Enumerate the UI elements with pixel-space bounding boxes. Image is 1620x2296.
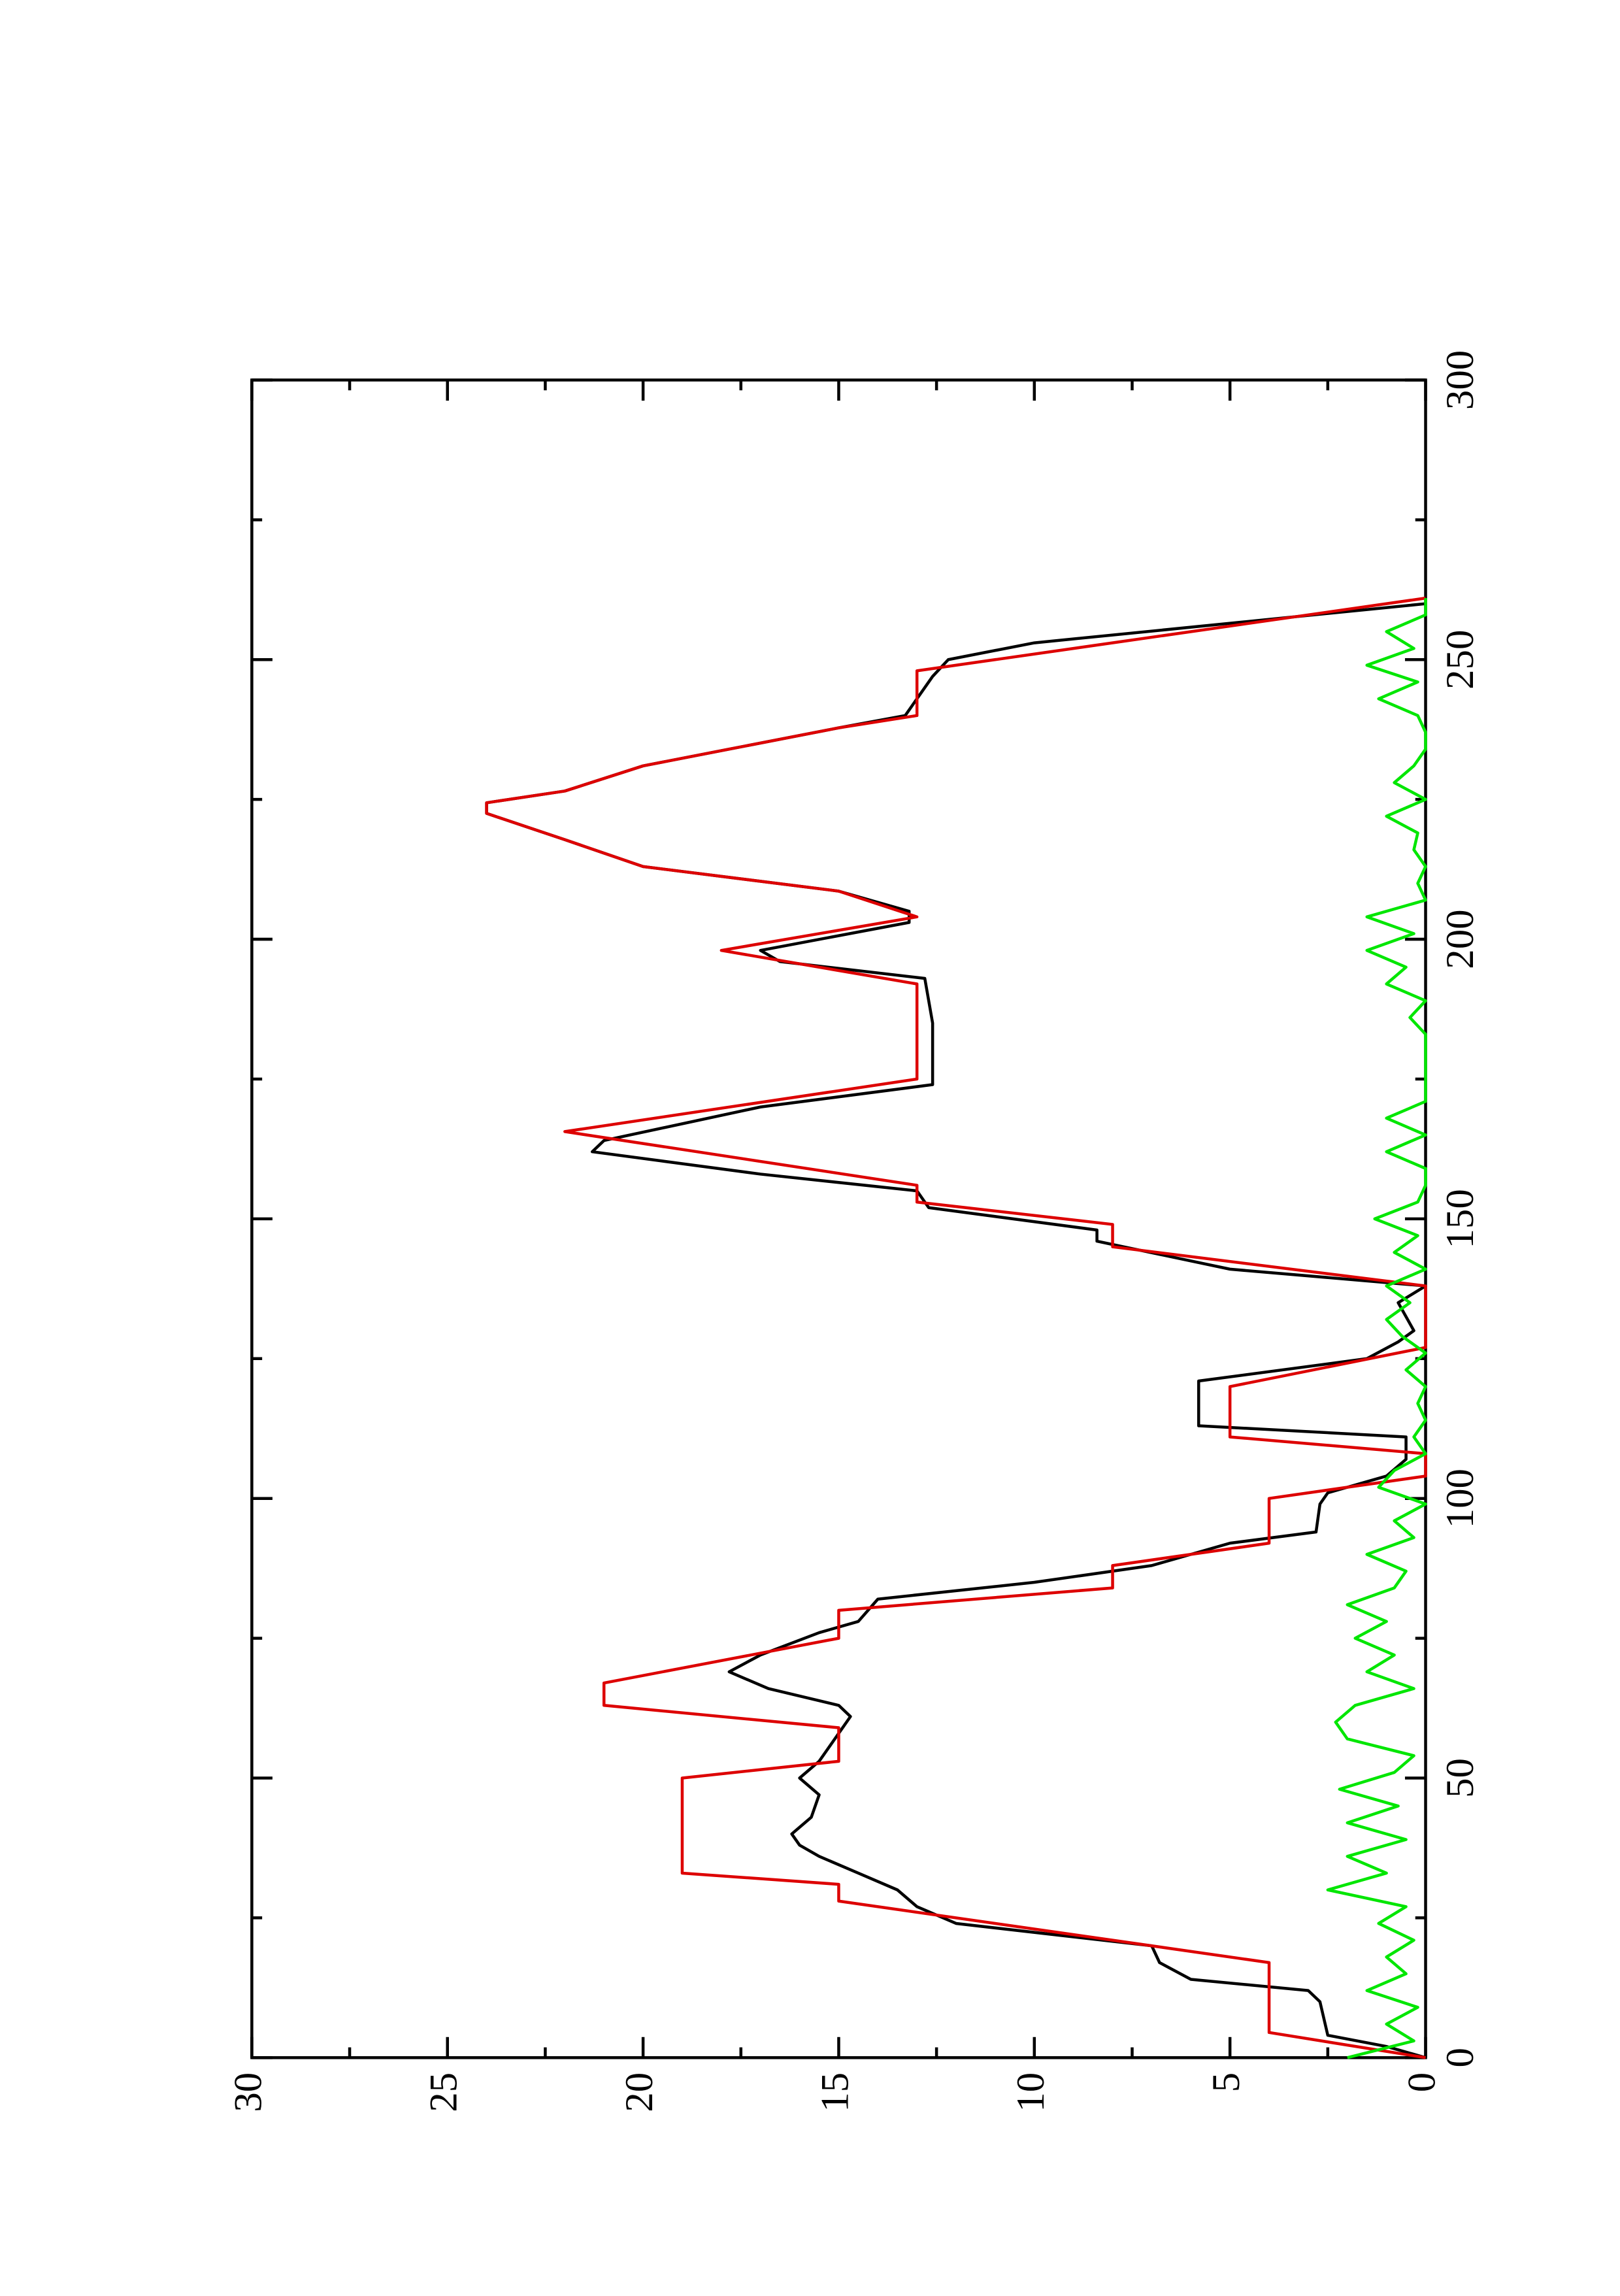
y-tick-label: 20 bbox=[618, 2072, 661, 2112]
x-tick-label: 200 bbox=[1438, 909, 1482, 969]
y-tick-label: 10 bbox=[1009, 2072, 1053, 2112]
y-tick-label: 25 bbox=[422, 2072, 466, 2112]
series-line bbox=[485, 602, 1427, 2059]
series-line bbox=[485, 596, 1427, 2059]
x-tick-label: 250 bbox=[1438, 630, 1482, 690]
y-tick-label: 15 bbox=[813, 2072, 857, 2112]
x-tick-label: 50 bbox=[1438, 1758, 1482, 1798]
y-tick-label: 30 bbox=[226, 2072, 270, 2112]
plot-area: 0 50 100 150 200 250 300 0 5 10 15 20 25 30 bbox=[226, 350, 1482, 2112]
x-tick-label: 0 bbox=[1438, 2048, 1482, 2067]
x-tick-label: 300 bbox=[1438, 350, 1482, 410]
x-tick-label: 100 bbox=[1438, 1469, 1482, 1528]
y-tick-label: 0 bbox=[1400, 2072, 1444, 2092]
series-line bbox=[1326, 598, 1427, 2059]
y-tick-label: 5 bbox=[1204, 2072, 1248, 2092]
plot-frame bbox=[250, 378, 1427, 2059]
x-tick-label: 150 bbox=[1438, 1189, 1482, 1248]
